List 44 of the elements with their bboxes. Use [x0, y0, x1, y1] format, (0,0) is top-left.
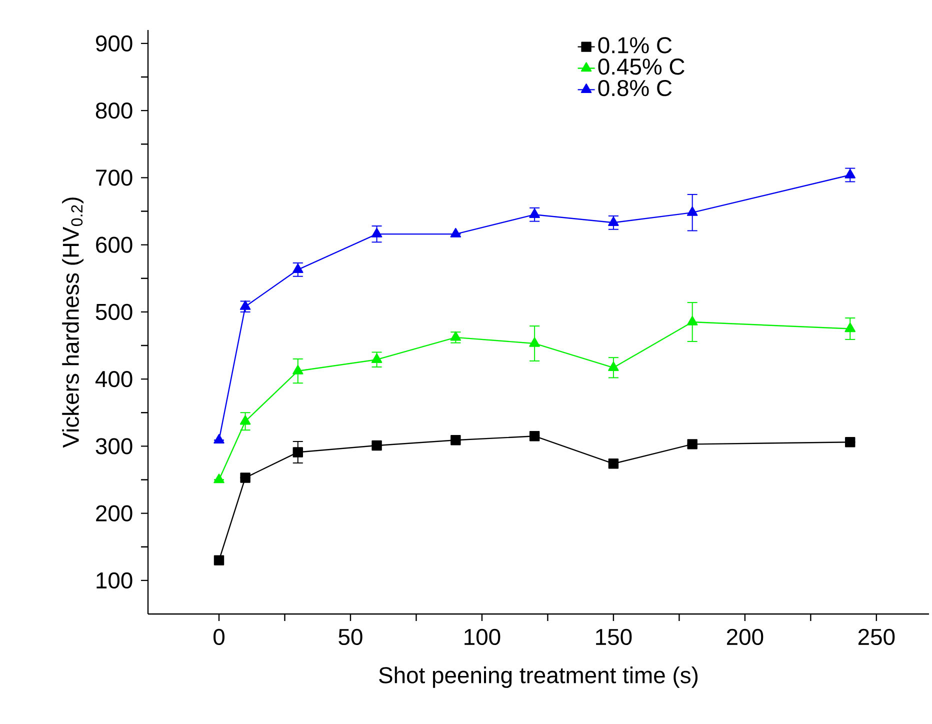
y-tick-label: 900	[96, 35, 132, 52]
point	[292, 364, 304, 374]
point	[687, 439, 698, 450]
x-tick-label: 50	[338, 628, 362, 646]
point	[608, 216, 619, 226]
x-axis-title: Shot peening treatment time (s)	[379, 666, 698, 688]
y-tick-label: 500	[96, 304, 132, 320]
point	[372, 440, 382, 451]
x-tick-label: 100	[464, 628, 500, 646]
x-tick-label: 250	[858, 628, 895, 646]
point	[529, 431, 540, 442]
point	[240, 300, 251, 310]
x-tick-label: 200	[726, 628, 764, 646]
point	[450, 435, 461, 446]
x-tick-label: 0	[214, 628, 224, 646]
point	[608, 458, 619, 469]
y-tick-label: 700	[96, 170, 132, 186]
y-tick-label: 800	[96, 102, 132, 119]
point	[450, 228, 462, 238]
point	[845, 437, 856, 448]
legend-label: 0.45% C	[598, 58, 684, 75]
y-tick-label: 200	[96, 505, 132, 522]
point	[214, 434, 224, 444]
point	[529, 208, 540, 218]
point	[450, 331, 462, 341]
legend-label: 0.8% C	[598, 80, 672, 96]
y-tick-label: 400	[95, 370, 132, 388]
point	[240, 415, 251, 425]
legend-label: 0.1% C	[598, 37, 672, 54]
x-tick-label: 150	[596, 628, 632, 646]
point	[686, 316, 698, 326]
y-tick-label: 100	[96, 572, 132, 589]
point	[214, 474, 224, 484]
point	[529, 337, 540, 347]
point	[292, 264, 304, 273]
y-axis-title: Vickers hardness (HV$_{0.2}$)	[62, 198, 84, 448]
point	[608, 362, 619, 371]
point	[240, 472, 250, 483]
point	[214, 555, 224, 566]
point	[292, 447, 303, 458]
y-tick-label: 600	[96, 236, 132, 253]
point	[686, 206, 698, 216]
point	[844, 322, 856, 332]
y-tick-label: 300	[96, 438, 132, 454]
